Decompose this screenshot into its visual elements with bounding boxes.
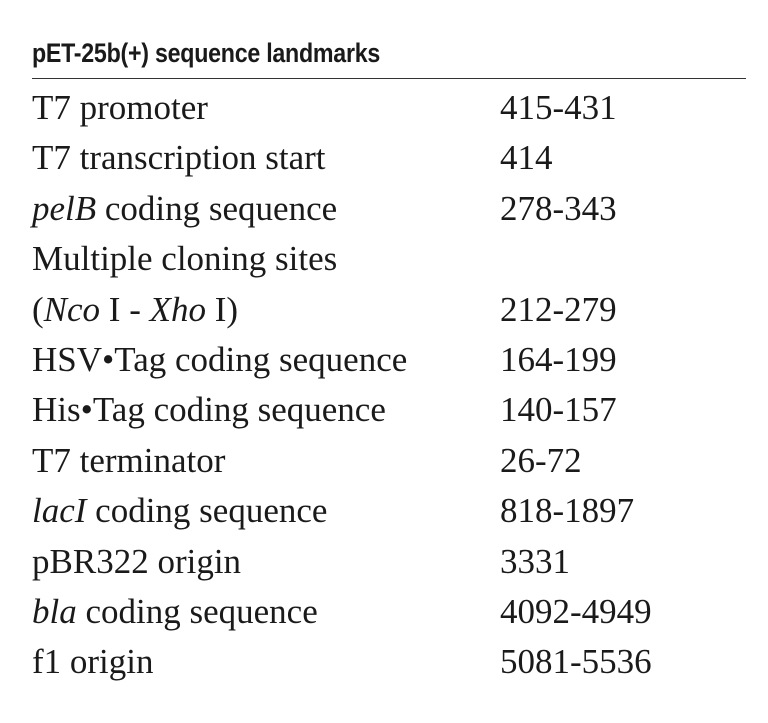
feature-name-segment: bla <box>32 591 77 631</box>
table-row: T7 terminator 26-72 <box>32 436 746 486</box>
feature-name-segment: pelB <box>32 188 97 228</box>
table-row: pBR322 origin 3331 <box>32 537 746 587</box>
feature-name-segment: f1 origin <box>32 642 154 682</box>
feature-name-segment: His•Tag coding sequence <box>32 390 386 430</box>
table-row: bla coding sequence 4092-4949 <box>32 587 746 637</box>
feature-name: Multiple cloning sites <box>32 234 337 284</box>
feature-name-segment: ( <box>32 289 44 329</box>
table-row: pelB coding sequence 278-343 <box>32 184 746 234</box>
feature-name: pelB coding sequence <box>32 184 337 234</box>
table-row: HSV•Tag coding sequence 164-199 <box>32 335 746 385</box>
feature-name-segment: T7 promoter <box>32 88 208 127</box>
feature-name-segment: coding sequence <box>76 591 318 631</box>
feature-name: bla coding sequence <box>32 587 318 637</box>
table-row: f1 origin 5081-5536 <box>32 637 746 687</box>
feature-name-segment: Nco <box>43 289 101 329</box>
feature-name-segment: Multiple cloning sites <box>32 239 338 279</box>
feature-position: 164-199 <box>500 339 617 379</box>
feature-name-segment: coding sequence <box>86 491 328 531</box>
feature-name: His•Tag coding sequence <box>32 385 386 435</box>
feature-position: 140-157 <box>500 390 617 430</box>
landmarks-table: pET-25b(+) sequence landmarks T7 promote… <box>32 30 746 688</box>
feature-position: 4092-4949 <box>500 591 652 631</box>
feature-name-segment: coding sequence <box>96 188 338 228</box>
feature-position: 818-1897 <box>500 491 635 531</box>
feature-position: 278-343 <box>500 188 617 228</box>
feature-name-segment: lacI <box>32 491 87 531</box>
title-rule <box>32 78 746 79</box>
feature-name-segment: T7 terminator <box>32 440 226 480</box>
feature-name: T7 promoter <box>32 83 208 133</box>
feature-position: 415-431 <box>500 88 617 127</box>
feature-name-segment: I - <box>100 289 150 329</box>
feature-name: pBR322 origin <box>32 537 241 587</box>
table-row: lacI coding sequence 818-1897 <box>32 486 746 536</box>
feature-name-segment: HSV•Tag coding sequence <box>32 339 408 379</box>
table-row: His•Tag coding sequence 140-157 <box>32 385 746 435</box>
feature-name: lacI coding sequence <box>32 486 327 536</box>
feature-position: 26-72 <box>500 440 582 480</box>
feature-name: (Nco I - Xho I) <box>32 285 238 335</box>
feature-position: 5081-5536 <box>500 642 652 682</box>
feature-name-segment: Xho <box>149 289 206 329</box>
table-title: pET-25b(+) sequence landmarks <box>32 38 381 68</box>
feature-position: 3331 <box>500 541 570 581</box>
feature-name-segment: pBR322 origin <box>32 541 242 581</box>
table-row: Multiple cloning sites <box>32 234 746 284</box>
feature-position: 414 <box>500 138 553 178</box>
table-row: T7 transcription start 414 <box>32 133 746 183</box>
table-body: T7 promoter 415-431 T7 transcription start… <box>32 83 746 688</box>
feature-name: f1 origin <box>32 637 154 687</box>
feature-name: T7 terminator <box>32 436 225 486</box>
table-row: (Nco I - Xho I) 212-279 <box>32 285 746 335</box>
feature-name: T7 transcription start <box>32 133 326 183</box>
feature-name-segment: T7 transcription start <box>32 138 326 178</box>
table-row: T7 promoter 415-431 <box>32 83 746 133</box>
feature-name: HSV•Tag coding sequence <box>32 335 407 385</box>
feature-position: 212-279 <box>500 289 617 329</box>
feature-name-segment: I) <box>206 289 239 329</box>
